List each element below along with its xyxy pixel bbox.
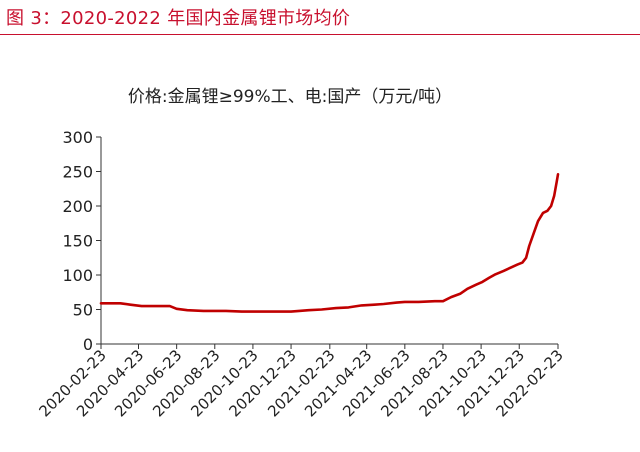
y-tick-label: 0 <box>83 335 93 354</box>
y-tick-label: 50 <box>73 301 93 320</box>
y-tick-label: 100 <box>62 266 93 285</box>
y-tick-label: 200 <box>62 197 93 216</box>
chart-title: 价格:金属锂≥99%工、电:国产（万元/吨） <box>127 87 453 107</box>
series-line <box>99 173 560 313</box>
figure-title: 图 3：2020-2022 年国内金属锂市场均价 <box>6 8 351 29</box>
y-tick-label: 300 <box>62 128 93 147</box>
series-layer <box>99 173 560 313</box>
y-tick-label: 150 <box>62 232 93 251</box>
chart-axes: 0501001502002503002020-02-232020-04-2320… <box>35 128 566 420</box>
title-divider <box>0 34 640 35</box>
y-tick-label: 250 <box>62 163 93 182</box>
